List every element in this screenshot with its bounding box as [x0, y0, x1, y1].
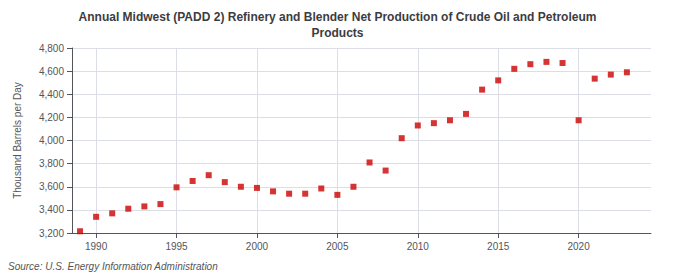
svg-text:4,000: 4,000 [39, 135, 64, 146]
svg-text:3,400: 3,400 [39, 204, 64, 215]
svg-text:Annual Midwest (PADD 2) Refine: Annual Midwest (PADD 2) Refinery and Ble… [79, 10, 597, 24]
svg-text:3,600: 3,600 [39, 181, 64, 192]
svg-text:1990: 1990 [85, 241, 108, 252]
svg-text:1995: 1995 [165, 241, 188, 252]
svg-text:4,400: 4,400 [39, 89, 64, 100]
svg-text:2005: 2005 [326, 241, 349, 252]
svg-text:Thousand Barrels per Day: Thousand Barrels per Day [12, 82, 23, 199]
svg-text:3,800: 3,800 [39, 158, 64, 169]
svg-text:2015: 2015 [487, 241, 510, 252]
svg-text:4,600: 4,600 [39, 66, 64, 77]
svg-text:4,800: 4,800 [39, 43, 64, 54]
svg-text:3,200: 3,200 [39, 228, 64, 239]
svg-text:2000: 2000 [246, 241, 269, 252]
svg-text:Products: Products [311, 26, 363, 40]
svg-text:4,200: 4,200 [39, 112, 64, 123]
svg-text:Source: U.S. Energy Informatio: Source: U.S. Energy Information Administ… [8, 261, 218, 272]
svg-text:2010: 2010 [407, 241, 430, 252]
svg-text:2020: 2020 [568, 241, 591, 252]
